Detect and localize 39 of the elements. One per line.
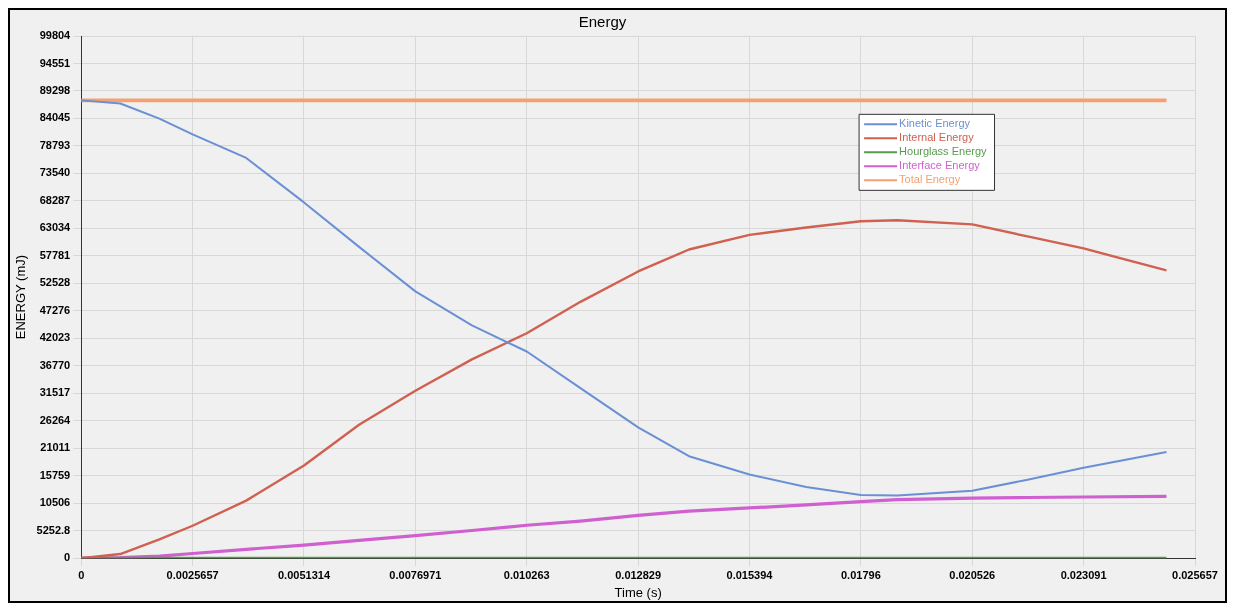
- y-tick-label: 26264: [39, 413, 72, 426]
- y-tick-label: 5252.8: [36, 523, 71, 536]
- y-tick-label: 21011: [40, 441, 71, 454]
- y-tick-label: 99804: [39, 29, 72, 42]
- y-tick-label: 47276: [39, 303, 71, 316]
- y-tick-label: 57781: [39, 248, 71, 261]
- y-tick-label: 52528: [39, 276, 71, 289]
- legend-label: Hourglass Energy: [899, 145, 988, 158]
- x-tick-label: 0.01796: [840, 568, 881, 581]
- y-tick-label: 63034: [39, 221, 72, 234]
- y-tick-label: 42023: [39, 331, 71, 344]
- x-tick-label: 0.015394: [726, 568, 774, 581]
- x-tick-label: 0.0076971: [389, 568, 442, 581]
- y-tick-label: 10506: [39, 496, 71, 509]
- x-tick-label: 0.0051314: [278, 568, 331, 581]
- y-tick-label: 68287: [39, 193, 71, 206]
- legend-label: Internal Energy: [899, 131, 975, 144]
- y-tick-label: 73540: [39, 166, 71, 179]
- x-tick-label: 0.0025657: [166, 568, 219, 581]
- x-tick-label: 0: [78, 568, 85, 581]
- y-tick-label: 89298: [39, 84, 71, 96]
- y-axis-title: ENERGY (mJ): [13, 254, 29, 340]
- y-tick-label: 78793: [39, 138, 71, 151]
- y-tick-label: 84045: [39, 111, 71, 124]
- legend-label: Interface Energy: [899, 159, 981, 172]
- chart-title: Energy: [578, 13, 627, 31]
- y-tick-label: 15759: [39, 468, 71, 481]
- x-axis-title: Time (s): [614, 584, 662, 600]
- y-tick-label: 0: [64, 551, 71, 564]
- x-tick-label: 0.023091: [1060, 568, 1107, 581]
- y-tick-label: 94551: [39, 56, 71, 69]
- legend-label: Total Energy: [899, 173, 961, 186]
- x-tick-label: 0.020526: [949, 568, 996, 581]
- x-tick-label: 0.010263: [503, 568, 550, 581]
- y-tick-label: 36770: [39, 358, 71, 371]
- x-tick-label: 0.025657: [1172, 568, 1218, 581]
- y-tick-label: 31517: [39, 386, 71, 399]
- legend-label: Kinetic Energy: [899, 117, 971, 130]
- x-tick-label: 0.012829: [615, 568, 662, 581]
